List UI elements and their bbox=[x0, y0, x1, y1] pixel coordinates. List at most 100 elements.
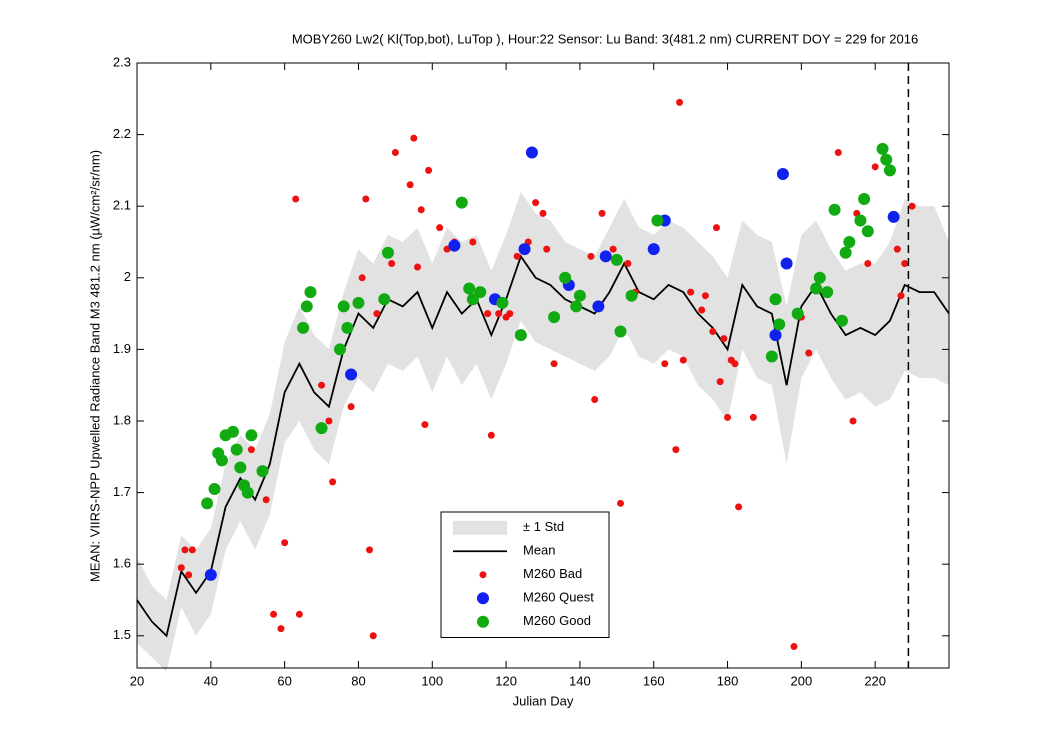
point bbox=[676, 98, 684, 106]
point bbox=[887, 210, 900, 223]
point bbox=[425, 166, 433, 174]
point bbox=[901, 259, 909, 267]
point bbox=[871, 163, 879, 171]
point bbox=[687, 288, 695, 296]
point bbox=[672, 446, 680, 454]
plot-frame bbox=[136, 62, 950, 669]
point bbox=[474, 286, 487, 299]
point bbox=[720, 335, 728, 343]
point bbox=[366, 546, 374, 554]
point bbox=[893, 245, 901, 253]
x-tick-label: 160 bbox=[643, 673, 665, 688]
point bbox=[712, 224, 720, 232]
point bbox=[839, 246, 852, 259]
point bbox=[188, 546, 196, 554]
point bbox=[525, 146, 538, 159]
point bbox=[810, 282, 823, 295]
point bbox=[610, 253, 623, 266]
point bbox=[421, 421, 429, 429]
legend-label: Mean bbox=[523, 543, 556, 558]
point bbox=[487, 431, 495, 439]
point bbox=[484, 310, 492, 318]
point bbox=[469, 238, 477, 246]
point bbox=[295, 610, 303, 618]
point bbox=[805, 349, 813, 357]
point bbox=[724, 413, 732, 421]
point bbox=[292, 195, 300, 203]
point bbox=[417, 206, 425, 214]
point bbox=[701, 292, 709, 300]
point bbox=[876, 142, 889, 155]
point bbox=[247, 446, 255, 454]
point bbox=[300, 300, 313, 313]
point bbox=[455, 196, 468, 209]
point bbox=[864, 259, 872, 267]
point bbox=[378, 293, 391, 306]
point bbox=[776, 167, 789, 180]
point bbox=[256, 465, 269, 478]
y-tick-label: 2.2 bbox=[113, 126, 131, 141]
point bbox=[548, 311, 561, 324]
point bbox=[518, 243, 531, 256]
point bbox=[334, 343, 346, 356]
x-tick-label: 40 bbox=[204, 673, 218, 688]
point bbox=[897, 292, 905, 300]
point bbox=[624, 259, 632, 267]
point bbox=[369, 632, 377, 640]
point bbox=[208, 483, 221, 496]
point bbox=[790, 643, 798, 651]
legend-swatch bbox=[477, 592, 489, 605]
point bbox=[883, 164, 896, 177]
point bbox=[587, 252, 595, 260]
point bbox=[318, 381, 326, 389]
point bbox=[341, 321, 354, 334]
point bbox=[835, 314, 848, 327]
y-tick-label: 2 bbox=[124, 269, 131, 284]
point bbox=[813, 271, 826, 284]
x-axis-label: Julian Day bbox=[513, 693, 574, 708]
point bbox=[185, 571, 193, 579]
point bbox=[843, 235, 856, 248]
point bbox=[780, 257, 793, 270]
point bbox=[573, 289, 586, 302]
point bbox=[495, 310, 503, 318]
point bbox=[241, 486, 254, 499]
point bbox=[362, 195, 370, 203]
point bbox=[651, 214, 664, 227]
point bbox=[410, 134, 418, 142]
x-tick-label: 100 bbox=[421, 673, 443, 688]
y-axis-label: MEAN: VIIRS-NPP Upwelled Radiance Band M… bbox=[87, 150, 102, 582]
point bbox=[625, 289, 638, 302]
point bbox=[329, 478, 337, 486]
point bbox=[550, 360, 558, 368]
point bbox=[506, 310, 514, 318]
point bbox=[204, 568, 217, 581]
point bbox=[230, 443, 243, 456]
point bbox=[234, 461, 247, 474]
point bbox=[828, 203, 841, 216]
point bbox=[791, 307, 804, 320]
legend-swatch bbox=[479, 571, 487, 579]
point bbox=[854, 214, 867, 227]
x-tick-label: 20 bbox=[130, 673, 144, 688]
legend-label: M260 Bad bbox=[523, 566, 582, 581]
point bbox=[661, 360, 669, 368]
y-tick-label: 1.8 bbox=[113, 412, 131, 427]
point bbox=[559, 271, 572, 284]
point bbox=[773, 318, 786, 331]
point bbox=[716, 378, 724, 386]
point bbox=[215, 454, 228, 467]
point bbox=[201, 497, 214, 510]
point bbox=[532, 199, 540, 207]
y-tick-label: 2.1 bbox=[113, 198, 131, 213]
point bbox=[598, 209, 606, 217]
y-tick-label: 1.7 bbox=[113, 484, 131, 499]
point bbox=[858, 193, 871, 206]
point bbox=[345, 368, 358, 381]
point bbox=[880, 153, 893, 166]
point bbox=[448, 239, 461, 252]
point bbox=[599, 250, 612, 263]
point bbox=[315, 422, 328, 435]
point bbox=[735, 503, 743, 511]
point bbox=[570, 300, 583, 313]
